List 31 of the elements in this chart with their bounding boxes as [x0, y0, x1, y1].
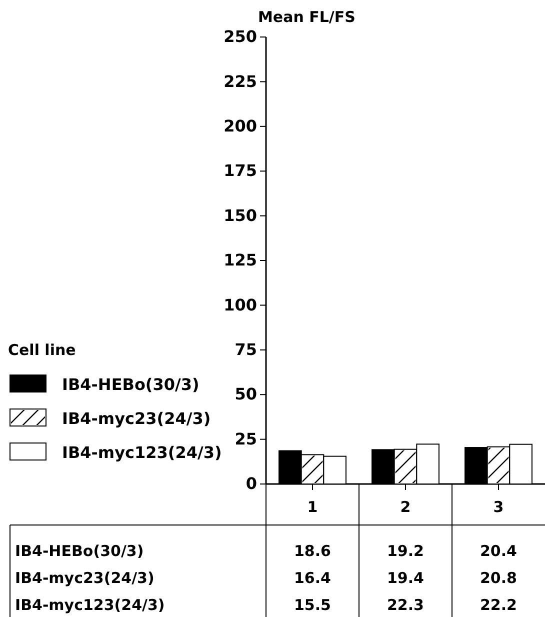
- y-tick-label: 50: [234, 384, 257, 404]
- y-tick-label: 175: [224, 161, 257, 180]
- y-tick-label: 150: [224, 206, 257, 225]
- text: IB4-HEBo(30/3): [15, 542, 144, 560]
- data-label: 22.2: [480, 596, 518, 614]
- text: IB4-myc23(24/3): [15, 569, 154, 587]
- data-label: 19.2: [386, 542, 424, 560]
- y-tick-label: 100: [224, 295, 257, 314]
- x-tick-label: 2: [400, 498, 411, 516]
- data-label: 18.6: [294, 542, 332, 560]
- y-tick-label: 25: [234, 429, 257, 448]
- y-tick-label: 125: [224, 250, 257, 270]
- data-label: 20.8: [480, 569, 518, 587]
- y-tick-label: 75: [234, 340, 257, 360]
- text: IB4-myc123(24/3): [15, 596, 165, 614]
- y-tick-label: 225: [224, 72, 257, 91]
- data-label: 15.5: [294, 596, 332, 614]
- data-label: 20.4: [480, 542, 518, 560]
- y-axis-title: Mean FL/FS: [258, 8, 356, 26]
- legend-label: IB4-myc123(24/3): [62, 443, 222, 462]
- legend-title: Cell line: [8, 341, 76, 359]
- data-label: 16.4: [294, 569, 332, 587]
- x-tick-label: 1: [307, 498, 318, 516]
- legend-label: IB4-HEBo(30/3): [62, 375, 200, 394]
- x-tick-label: 3: [493, 498, 504, 516]
- data-label: 19.4: [386, 569, 424, 587]
- data-label: 22.3: [386, 596, 424, 614]
- y-tick-label: 200: [224, 116, 257, 136]
- y-tick-label: 250: [224, 27, 257, 46]
- legend-label: IB4-myc23(24/3): [62, 409, 211, 428]
- y-tick-label: 0: [246, 474, 257, 494]
